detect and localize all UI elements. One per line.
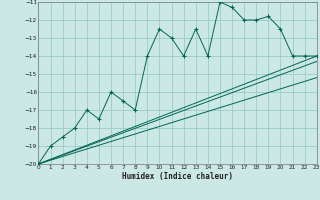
X-axis label: Humidex (Indice chaleur): Humidex (Indice chaleur)	[122, 172, 233, 181]
